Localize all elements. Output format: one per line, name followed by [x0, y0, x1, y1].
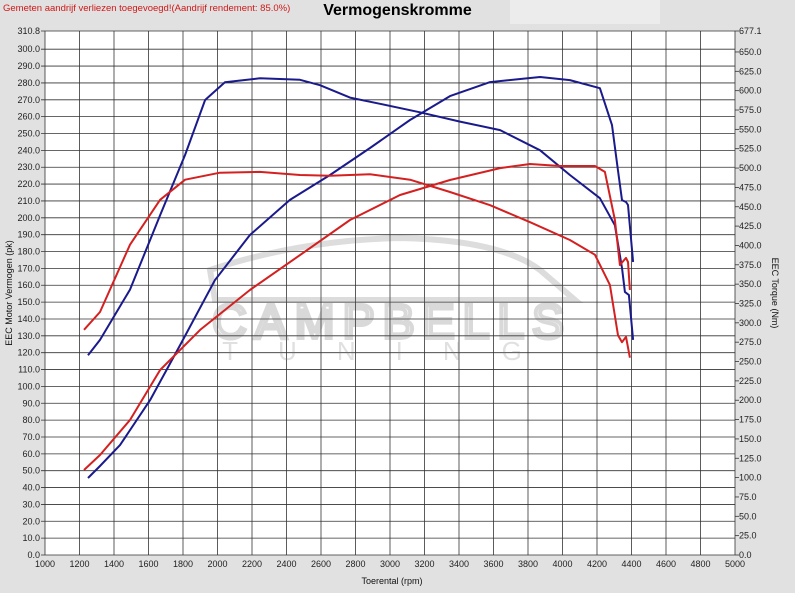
x-tick-label: 3000	[380, 559, 400, 569]
y2-tick-label: 475.0	[739, 182, 762, 192]
chart-title: Vermogenskromme	[323, 2, 472, 19]
watermark-subtext: TUNING	[222, 336, 562, 366]
x-tick-label: 3200	[414, 559, 434, 569]
x-axis-label: Toerental (rpm)	[361, 576, 422, 586]
y2-tick-label: 625.0	[739, 66, 762, 76]
y-tick-label: 0.0	[27, 550, 40, 560]
y-tick-label: 70.0	[22, 432, 40, 442]
y-tick-label: 240.0	[17, 145, 40, 155]
x-tick-label: 2800	[345, 559, 365, 569]
y2-tick-label: 250.0	[739, 357, 762, 367]
y-tick-label: 180.0	[17, 247, 40, 257]
watermark-text: CAMPBELLS	[212, 296, 572, 349]
y2-tick-label: 125.0	[739, 453, 762, 463]
x-tick-label: 2400	[276, 559, 296, 569]
y-tick-label: 270.0	[17, 95, 40, 105]
y2-tick-label: 300.0	[739, 318, 762, 328]
y-tick-label: 10.0	[22, 533, 40, 543]
x-tick-label: 2000	[207, 559, 227, 569]
y-tick-label: 100.0	[17, 381, 40, 391]
x-tick-label: 2600	[311, 559, 331, 569]
y-tick-label: 190.0	[17, 230, 40, 240]
y2-tick-label: 450.0	[739, 202, 762, 212]
y-tick-label: 230.0	[17, 162, 40, 172]
y2-tick-label: 550.0	[739, 124, 762, 134]
x-tick-label: 4000	[552, 559, 572, 569]
x-tick-label: 1000	[35, 559, 55, 569]
x-tick-label: 3800	[518, 559, 538, 569]
y2-tick-label: 375.0	[739, 260, 762, 270]
watermark-car-icon	[206, 234, 584, 303]
y2-tick-label: 75.0	[739, 492, 757, 502]
x-tick-label: 1600	[138, 559, 158, 569]
x-tick-label: 1200	[69, 559, 89, 569]
y2-tick-label: 525.0	[739, 144, 762, 154]
torque-curve-red	[83, 170, 631, 358]
x-tick-label: 3400	[449, 559, 469, 569]
y-tick-label: 20.0	[22, 516, 40, 526]
x-tick-label: 3600	[483, 559, 503, 569]
x-tick-label: 4200	[587, 559, 607, 569]
y2-tick-label: 600.0	[739, 86, 762, 96]
x-tick-label: 4400	[621, 559, 641, 569]
y2-tick-label: 0.0	[739, 550, 752, 560]
y2-tick-label: 650.0	[739, 47, 762, 57]
y-tick-label: 130.0	[17, 331, 40, 341]
y-axis-label: EEC Motor Vermogen (pk)	[4, 240, 14, 346]
y-tick-label: 170.0	[17, 263, 40, 273]
y2-tick-label: 275.0	[739, 337, 762, 347]
y-tick-label: 310.8	[17, 26, 40, 36]
y2-tick-label: 25.0	[739, 531, 757, 541]
y-tick-label: 210.0	[17, 196, 40, 206]
y-tick-label: 120.0	[17, 348, 40, 358]
y2-tick-label: 325.0	[739, 298, 762, 308]
y2-tick-label: 575.0	[739, 105, 762, 115]
blank-panel	[510, 0, 660, 24]
y-tick-label: 290.0	[17, 61, 40, 71]
watermark: CAMPBELLS TUNING	[206, 234, 584, 366]
y2-tick-label: 225.0	[739, 376, 762, 386]
y-tick-label: 90.0	[22, 398, 40, 408]
x-tick-label: 1400	[104, 559, 124, 569]
y-tick-label: 260.0	[17, 112, 40, 122]
y-tick-label: 300.0	[17, 44, 40, 54]
y-tick-label: 160.0	[17, 280, 40, 290]
y-tick-label: 150.0	[17, 297, 40, 307]
x-tick-label: 4600	[656, 559, 676, 569]
y2-tick-label: 150.0	[739, 434, 762, 444]
x-tick-label: 2200	[242, 559, 262, 569]
y-tick-label: 30.0	[22, 499, 40, 509]
y2-tick-label: 175.0	[739, 415, 762, 425]
y-tick-label: 220.0	[17, 179, 40, 189]
y-tick-label: 110.0	[18, 365, 40, 375]
x-tick-label: 1800	[173, 559, 193, 569]
y2-tick-label: 50.0	[739, 511, 757, 521]
y-tick-label: 60.0	[22, 449, 40, 459]
y-tick-label: 140.0	[17, 314, 40, 324]
drivetrain-loss-notice: Gemeten aandrijf verliezen toegevoegd!(A…	[3, 3, 291, 14]
y2-axis-label: EEC Torque (Nm)	[770, 258, 780, 329]
y2-tick-label: 350.0	[739, 279, 762, 289]
y2-tick-label: 400.0	[739, 240, 762, 250]
power-curve-blue	[87, 76, 635, 479]
y-tick-label: 80.0	[22, 415, 40, 425]
y2-tick-label: 500.0	[739, 163, 762, 173]
x-tick-label: 5000	[725, 559, 745, 569]
y2-tick-label: 200.0	[739, 395, 762, 405]
y2-tick-label: 100.0	[739, 473, 762, 483]
y-tick-label: 40.0	[22, 483, 40, 493]
y-tick-label: 50.0	[22, 466, 40, 476]
y2-tick-label: 425.0	[739, 221, 762, 231]
x-tick-label: 4800	[690, 559, 710, 569]
y-tick-label: 280.0	[17, 78, 40, 88]
power-curve-red	[83, 163, 631, 471]
y-tick-label: 250.0	[17, 129, 40, 139]
y-tick-label: 200.0	[17, 213, 40, 223]
y2-tick-label: 677.1	[739, 26, 762, 36]
